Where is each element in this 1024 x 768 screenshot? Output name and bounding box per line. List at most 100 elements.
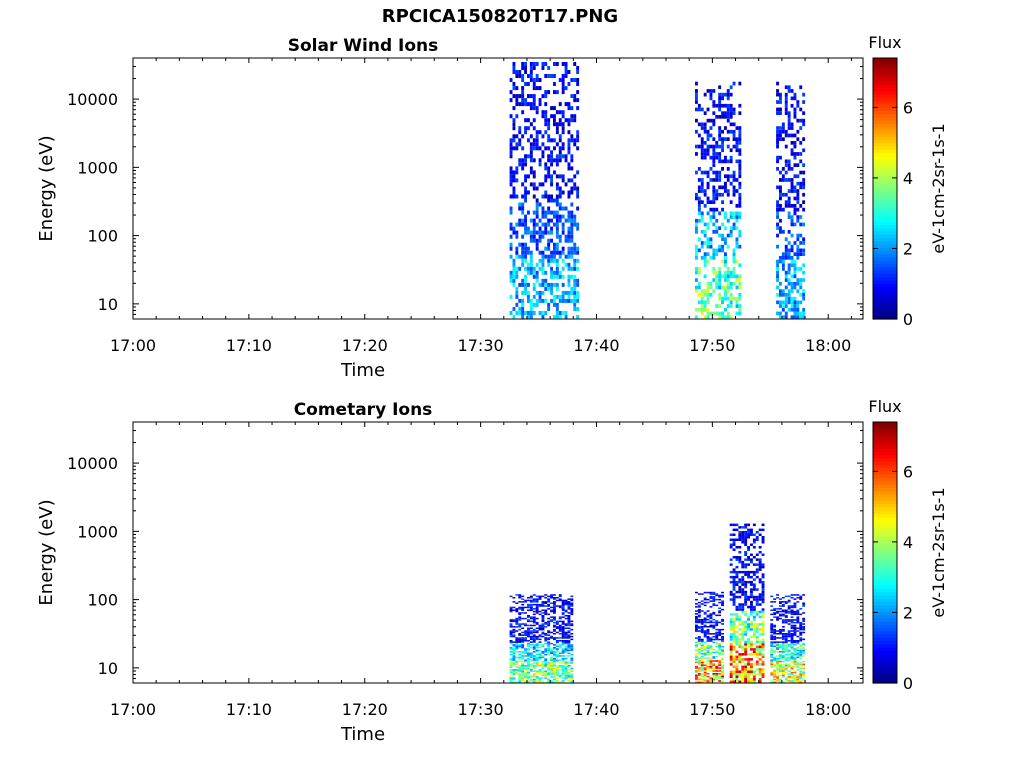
- heatmap-cell: [784, 612, 788, 614]
- heatmap-cell: [787, 307, 791, 312]
- colorbar-segment: [873, 159, 897, 163]
- heatmap-cell: [529, 666, 533, 668]
- heatmap-cell: [521, 258, 525, 263]
- heatmap-cell: [518, 660, 522, 663]
- heatmap-cell: [512, 635, 516, 638]
- heatmap-cell: [747, 556, 750, 559]
- heatmap-cell: [697, 620, 701, 622]
- heatmap-cell: [535, 681, 539, 684]
- heatmap-cell: [529, 78, 533, 82]
- heatmap-cell: [718, 192, 722, 197]
- heatmap-cell: [796, 215, 800, 219]
- heatmap-cell: [761, 588, 765, 591]
- heatmap-cell: [735, 643, 739, 646]
- heatmap-cell: [747, 558, 750, 561]
- heatmap-cell: [512, 681, 516, 684]
- heatmap-cell: [527, 677, 530, 679]
- heatmap-cell: [712, 278, 716, 282]
- y-tick-label: 100: [87, 227, 118, 246]
- heatmap-cell: [787, 601, 791, 603]
- heatmap-cell: [799, 300, 803, 305]
- heatmap-cell: [758, 603, 762, 606]
- heatmap-cell: [518, 669, 522, 671]
- heatmap-cell: [535, 214, 539, 219]
- heatmap-cell: [721, 664, 724, 666]
- heatmap-cell: [799, 118, 803, 123]
- heatmap-cell: [509, 270, 513, 275]
- colorbar-segment: [873, 152, 897, 157]
- heatmap-cell: [550, 671, 553, 674]
- heatmap-cell: [547, 678, 551, 681]
- heatmap-cell: [718, 638, 722, 641]
- heatmap-cell: [721, 111, 724, 115]
- heatmap-cell: [781, 648, 785, 650]
- heatmap-cell: [732, 580, 736, 584]
- heatmap-cell: [744, 633, 748, 636]
- heatmap-cell: [541, 616, 545, 618]
- heatmap-cell: [555, 645, 559, 647]
- heatmap-cell: [758, 673, 762, 676]
- heatmap-cell: [535, 598, 539, 600]
- heatmap-cell: [761, 598, 765, 601]
- heatmap-cell: [576, 170, 580, 175]
- heatmap-cell: [761, 615, 765, 619]
- heatmap-cell: [793, 605, 797, 607]
- heatmap-cell: [570, 660, 574, 663]
- heatmap-cell: [524, 680, 527, 682]
- heatmap-cell: [715, 152, 719, 156]
- heatmap-cell: [738, 628, 742, 631]
- heatmap-cell: [718, 661, 722, 664]
- heatmap-cell: [738, 645, 742, 649]
- heatmap-cell: [787, 666, 791, 668]
- heatmap-cell: [700, 610, 704, 612]
- heatmap-cell: [726, 118, 730, 123]
- heatmap-cell: [697, 626, 701, 628]
- heatmap-cell: [729, 200, 733, 204]
- heatmap-cell: [700, 122, 704, 127]
- heatmap-cell: [776, 612, 779, 614]
- heatmap-cell: [550, 666, 553, 668]
- heatmap-cell: [550, 658, 553, 660]
- heatmap-cell: [770, 671, 774, 674]
- heatmap-cell: [721, 665, 724, 668]
- heatmap-cell: [752, 623, 756, 626]
- heatmap-cell: [527, 660, 530, 663]
- heatmap-cell: [700, 628, 704, 631]
- heatmap-cell: [770, 635, 774, 638]
- heatmap-cell: [787, 293, 791, 297]
- heatmap-cell: [524, 226, 527, 231]
- heatmap-cell: [567, 234, 571, 239]
- heatmap-cell: [700, 603, 704, 605]
- heatmap-cell: [700, 650, 704, 652]
- heatmap-cell: [758, 640, 762, 644]
- heatmap-cell: [758, 623, 762, 626]
- heatmap-cell: [567, 598, 571, 600]
- heatmap-cell: [802, 137, 806, 141]
- heatmap-cell: [518, 613, 522, 616]
- heatmap-cell: [793, 680, 797, 682]
- heatmap-cell: [706, 673, 710, 675]
- heatmap-cell: [735, 538, 739, 541]
- x-tick-label: 18:00: [805, 700, 851, 719]
- heatmap-cell: [700, 189, 704, 193]
- heatmap-cell: [712, 677, 716, 679]
- heatmap-cell: [524, 286, 527, 291]
- heatmap-cell: [541, 142, 545, 147]
- heatmap-cell: [532, 146, 536, 151]
- heatmap-cell: [518, 633, 522, 635]
- heatmap-cell: [732, 222, 736, 227]
- heatmap-cell: [541, 150, 545, 155]
- heatmap-cell: [553, 214, 556, 219]
- heatmap-cell: [784, 248, 788, 253]
- heatmap-cell: [781, 642, 785, 645]
- heatmap-cell: [729, 570, 733, 574]
- heatmap-cell: [567, 194, 571, 199]
- heatmap-cell: [787, 215, 791, 219]
- heatmap-cell: [541, 601, 545, 603]
- heatmap-cell: [779, 602, 782, 604]
- heatmap-cell: [796, 129, 800, 134]
- colorbar-segment: [873, 470, 897, 475]
- heatmap-cell: [706, 650, 710, 652]
- heatmap-cell: [567, 142, 571, 147]
- heatmap-cell: [770, 634, 774, 636]
